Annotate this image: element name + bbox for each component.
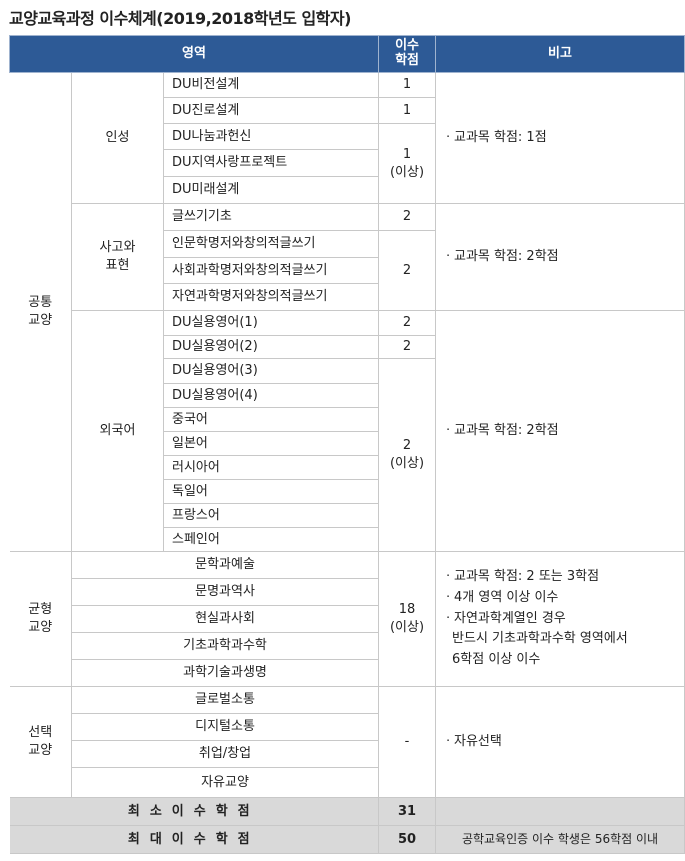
table-row: 인문학명저와창의적글쓰기 2 (10, 230, 685, 311)
course: 러시아어 (163, 455, 380, 480)
header-row: 영역 이수 학점 비고 (8, 35, 685, 73)
summary-note (435, 797, 685, 826)
table-row: 균형 교양 문학과예술 18 (이상) ㆍ교과목 학점: 2 또는 3학점 ㆍ4개 영… (9, 551, 685, 687)
course: DU실용영어(2) (163, 335, 380, 359)
area-sago: 사고와 표현 (71, 203, 164, 311)
course: 글로벌소통 (70, 686, 380, 714)
area-insung: 인성 (71, 72, 164, 204)
table-row: 기초과학과수학 (10, 632, 685, 660)
note: ㆍ교과목 학점: 2학점 (435, 203, 685, 311)
course: DU미래설계 (163, 176, 380, 204)
note: ㆍ자유선택 (435, 686, 685, 798)
credit: 1 (378, 72, 437, 98)
course: 스페인어 (163, 527, 380, 552)
summary-credit: 50 (378, 825, 437, 854)
course: 일본어 (163, 431, 380, 456)
note: ㆍ교과목 학점: 1점 (435, 72, 685, 204)
table-row: DU실용영어(3) 2 (이상) (10, 358, 685, 552)
credit: - (378, 686, 437, 798)
course: 중국어 (163, 407, 380, 432)
summary-note: 공학교육인증 이수 학생은 56학점 이내 (435, 825, 685, 854)
header-area: 영역 (8, 35, 380, 73)
course: DU진로설계 (163, 97, 380, 124)
category-balance: 균형 교양 (9, 551, 72, 687)
table-row: 프랑스어 (10, 503, 685, 528)
course: DU실용영어(3) (163, 358, 380, 384)
summary-credit: 31 (378, 797, 437, 826)
summary-label: 최소이수학점 (9, 797, 380, 826)
credit: 1 (이상) (378, 123, 437, 204)
credit: 2 (378, 230, 437, 311)
summary-label: 최대이수학점 (9, 825, 380, 854)
header-credit: 이수 학점 (378, 35, 437, 73)
table-row: 외국어 DU실용영어(1) 2 ㆍ교과목 학점: 2학점 (10, 310, 685, 552)
course: 현실과사회 (71, 605, 380, 633)
course: DU실용영어(4) (163, 383, 380, 408)
course: 자유교양 (71, 767, 380, 798)
credit: 18 (이상) (378, 551, 437, 687)
summary-row-max: 최대이수학점 50 공학교육인증 이수 학생은 56학점 이내 (9, 825, 685, 854)
course: 독일어 (163, 479, 380, 504)
table-row: 문명과역사 (10, 578, 685, 606)
course: DU나눔과헌신 (163, 123, 380, 150)
summary-row-min: 최소이수학점 31 (9, 797, 685, 826)
course: 사회과학명저와창의적글쓰기 (163, 257, 380, 284)
course: 인문학명저와창의적글쓰기 (163, 230, 380, 258)
page-title: 교양교육과정 이수체계(2019,2018학년도 입학자) (9, 9, 351, 28)
course: 문학과예술 (70, 551, 380, 579)
table-row: DU진로설계 1 (10, 97, 685, 124)
table-row: 공통 교양 인성 DU비전설계 1 ㆍ교과목 학점: 1점 (9, 72, 685, 552)
course: DU지역사랑프로젝트 (163, 149, 380, 177)
table-row: 자유교양 (10, 767, 685, 798)
course: 기초과학과수학 (71, 632, 380, 660)
table-row: 과학기술과생명 (10, 659, 685, 687)
course: 디지털소통 (71, 713, 380, 741)
category-elective: 선택 교양 (9, 686, 72, 798)
credit: 1 (378, 97, 437, 124)
credit: 2 (378, 203, 437, 231)
note: ㆍ교과목 학점: 2학점 (435, 310, 685, 552)
table-row: 취업/창업 (10, 740, 685, 768)
table-row: 선택 교양 글로벌소통 - ㆍ자유선택 (9, 686, 685, 798)
header-note: 비고 (435, 35, 685, 73)
note: ㆍ교과목 학점: 2 또는 3학점 ㆍ4개 영역 이상 이수 ㆍ자연과학계열인 경우… (435, 551, 685, 687)
course: 취업/창업 (71, 740, 380, 768)
course: 프랑스어 (163, 503, 380, 528)
course: 과학기술과생명 (71, 659, 380, 687)
table-row: 사고와 표현 글쓰기기초 2 ㆍ교과목 학점: 2학점 (10, 203, 685, 311)
area-foreign: 외국어 (71, 310, 164, 552)
credit: 2 (378, 335, 437, 359)
table-row: DU실용영어(4) (10, 383, 685, 408)
table-row: 독일어 (10, 479, 685, 504)
course: 문명과역사 (71, 578, 380, 606)
category-common: 공통 교양 (9, 72, 72, 552)
table-row: 현실과사회 (10, 605, 685, 633)
course: DU실용영어(1) (162, 310, 380, 336)
curriculum-table: 영역 이수 학점 비고 공통 교양 인성 DU비전설계 1 ㆍ교과목 학점: 1점 … (8, 35, 685, 854)
credit: 2 (378, 310, 437, 336)
course: 자연과학명저와창의적글쓰기 (163, 283, 380, 311)
credit: 2 (이상) (378, 358, 437, 552)
course: DU비전설계 (162, 72, 380, 98)
course: 글쓰기기초 (162, 203, 380, 231)
